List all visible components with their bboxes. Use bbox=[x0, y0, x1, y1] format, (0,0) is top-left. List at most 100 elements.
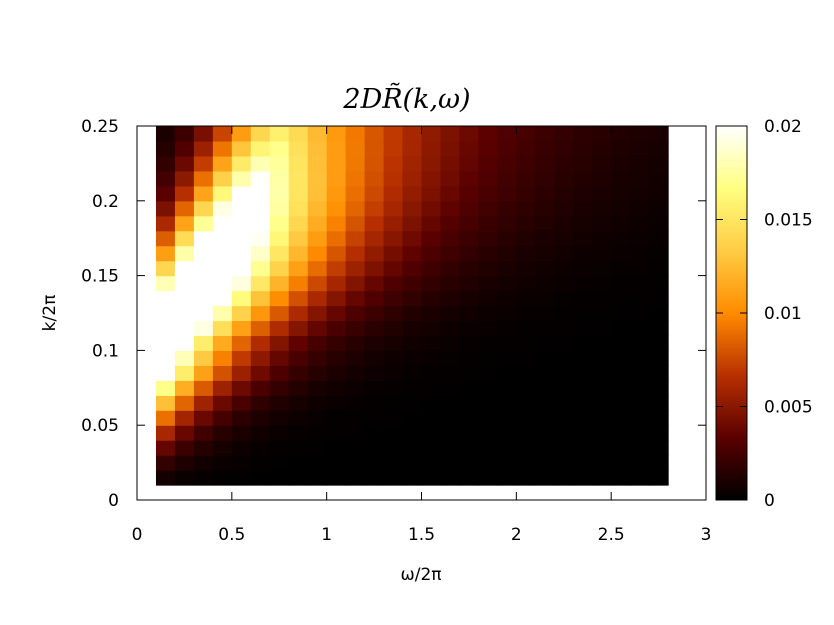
heatmap-cell bbox=[440, 365, 460, 381]
heatmap-cell bbox=[440, 470, 460, 486]
heatmap-cell bbox=[213, 171, 233, 187]
heatmap-cell bbox=[497, 156, 517, 172]
heatmap-cell bbox=[573, 425, 593, 441]
heatmap-cell bbox=[365, 156, 385, 172]
heatmap-cell bbox=[403, 425, 423, 441]
heatmap-cell bbox=[213, 261, 233, 277]
heatmap-cell bbox=[573, 201, 593, 217]
heatmap-cell bbox=[156, 246, 176, 262]
heatmap-cell bbox=[175, 186, 195, 202]
heatmap-cell bbox=[630, 291, 650, 307]
heatmap-cell bbox=[251, 380, 271, 396]
heatmap-cell bbox=[573, 440, 593, 456]
heatmap-cell bbox=[384, 261, 404, 277]
heatmap-cell bbox=[535, 261, 555, 277]
heatmap-cell bbox=[573, 380, 593, 396]
heatmap-cell bbox=[175, 410, 195, 426]
heatmap-cell bbox=[175, 291, 195, 307]
heatmap-cell bbox=[649, 455, 669, 471]
heatmap-cell bbox=[440, 291, 460, 307]
heatmap-cell bbox=[440, 171, 460, 187]
heatmap-cell bbox=[327, 141, 347, 157]
heatmap-cell bbox=[516, 335, 536, 351]
heatmap-cell bbox=[346, 141, 366, 157]
heatmap-cell bbox=[251, 306, 271, 322]
heatmap-cell bbox=[611, 291, 631, 307]
heatmap-cell bbox=[535, 350, 555, 366]
heatmap-cell bbox=[346, 291, 366, 307]
heatmap-cell bbox=[213, 470, 233, 486]
heatmap-cell bbox=[270, 380, 290, 396]
heatmap-cell bbox=[289, 171, 309, 187]
heatmap-cell bbox=[308, 201, 328, 217]
heatmap-cell bbox=[327, 231, 347, 247]
heatmap-cell bbox=[213, 291, 233, 307]
heatmap-cell bbox=[611, 470, 631, 486]
heatmap-cell bbox=[365, 246, 385, 262]
heatmap-cell bbox=[194, 216, 214, 232]
heatmap-cell bbox=[422, 395, 442, 411]
heatmap-cell bbox=[270, 306, 290, 322]
heatmap-cell bbox=[516, 216, 536, 232]
heatmap-cell bbox=[497, 216, 517, 232]
heatmap-cell bbox=[440, 335, 460, 351]
heatmap-cell bbox=[213, 201, 233, 217]
heatmap-cell bbox=[649, 276, 669, 292]
heatmap-cell bbox=[459, 365, 479, 381]
colorbar-tick-label: 0 bbox=[764, 491, 775, 511]
heatmap-cell bbox=[422, 246, 442, 262]
heatmap-cell bbox=[289, 216, 309, 232]
heatmap-cell bbox=[478, 201, 498, 217]
heatmap-cell bbox=[213, 216, 233, 232]
heatmap-cell bbox=[649, 335, 669, 351]
heatmap-cell bbox=[232, 216, 252, 232]
heatmap-cell bbox=[630, 425, 650, 441]
heatmap-cell bbox=[573, 156, 593, 172]
heatmap-cell bbox=[365, 320, 385, 336]
heatmap-cell bbox=[384, 455, 404, 471]
heatmap-cell bbox=[440, 216, 460, 232]
heatmap-cell bbox=[649, 126, 669, 142]
heatmap-cell bbox=[440, 306, 460, 322]
heatmap-cell bbox=[592, 246, 612, 262]
heatmap-cell bbox=[611, 171, 631, 187]
heatmap-cell bbox=[535, 126, 555, 142]
heatmap-cell bbox=[459, 425, 479, 441]
heatmap-cell bbox=[346, 246, 366, 262]
heatmap-cell bbox=[403, 440, 423, 456]
heatmap-cell bbox=[289, 455, 309, 471]
heatmap-cell bbox=[422, 201, 442, 217]
y-tick-label: 0.25 bbox=[81, 117, 119, 137]
heatmap-cell bbox=[497, 470, 517, 486]
heatmap-cell bbox=[365, 350, 385, 366]
heatmap-cell bbox=[478, 231, 498, 247]
heatmap-cell bbox=[327, 171, 347, 187]
heatmap-cell bbox=[554, 410, 574, 426]
heatmap-cell bbox=[270, 350, 290, 366]
heatmap-cell bbox=[308, 410, 328, 426]
heatmap-cell bbox=[213, 365, 233, 381]
heatmap-cell bbox=[478, 395, 498, 411]
heatmap-cell bbox=[251, 126, 271, 142]
heatmap-cell bbox=[497, 201, 517, 217]
heatmap-cell bbox=[554, 201, 574, 217]
heatmap-cell bbox=[213, 246, 233, 262]
heatmap-cell bbox=[403, 320, 423, 336]
heatmap-cell bbox=[478, 126, 498, 142]
heatmap-cell bbox=[478, 410, 498, 426]
heatmap-cell bbox=[251, 231, 271, 247]
heatmap-cell bbox=[497, 231, 517, 247]
heatmap-cell bbox=[289, 335, 309, 351]
heatmap-cell bbox=[365, 335, 385, 351]
heatmap-cell bbox=[554, 231, 574, 247]
heatmap-cell bbox=[422, 126, 442, 142]
heatmap-cell bbox=[478, 440, 498, 456]
heatmap-cells bbox=[156, 126, 669, 486]
heatmap-cell bbox=[630, 395, 650, 411]
heatmap-cell bbox=[630, 410, 650, 426]
heatmap-cell bbox=[251, 171, 271, 187]
heatmap-cell bbox=[478, 261, 498, 277]
heatmap-cell bbox=[649, 231, 669, 247]
heatmap-cell bbox=[327, 306, 347, 322]
heatmap-cell bbox=[251, 365, 271, 381]
